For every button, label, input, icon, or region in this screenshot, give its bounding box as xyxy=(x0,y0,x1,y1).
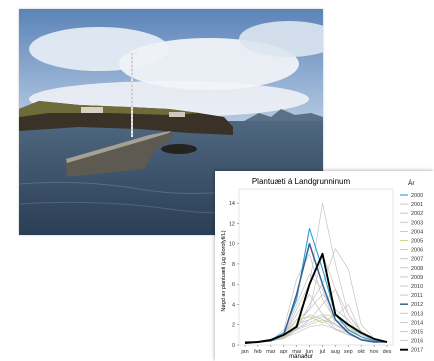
x-tick-label: mai xyxy=(292,349,301,355)
x-tick-label: jan xyxy=(240,349,248,355)
chart-panel: Plantuæti á Landgrunninum Nøgd av plantu… xyxy=(215,171,434,361)
y-axis-label: Nøgd av plantuæti (µg klorofyll/L) xyxy=(221,230,227,311)
x-tick-label: apr xyxy=(280,349,288,355)
x-tick-label: feb xyxy=(254,349,262,355)
axes: 0 2 4 6 8 10 12 14 jan feb mar apr mai jun jul aug sep ok… xyxy=(229,201,392,355)
x-tick-label: nov xyxy=(370,349,379,355)
y-tick-label: 0 xyxy=(232,343,235,349)
series-line-2008 xyxy=(245,273,388,343)
legend-label: 2007 xyxy=(411,257,423,263)
chart-title: Plantuæti á Landgrunninum xyxy=(252,177,351,186)
x-tick-label: aug xyxy=(331,349,340,355)
plot-area xyxy=(238,188,394,346)
series-line-2003 xyxy=(245,202,388,343)
breakwater-rocks xyxy=(161,144,197,154)
x-tick-label: mar xyxy=(266,349,276,355)
legend-label: 2016 xyxy=(411,339,423,345)
phytoplankton-chart: Plantuæti á Landgrunninum Nøgd av plantu… xyxy=(221,177,423,360)
legend-label: 2011 xyxy=(411,293,423,299)
legend-label: 2008 xyxy=(411,266,423,272)
legend-label: 2014 xyxy=(411,320,423,326)
y-tick-label: 10 xyxy=(229,242,235,248)
cloud xyxy=(239,21,323,57)
legend-label: 2010 xyxy=(411,284,423,290)
series-line-2015 xyxy=(245,324,388,343)
legend-label: 2009 xyxy=(411,275,423,281)
legend: 2000 2001 2002 2003 2004 2005 2006 2007 2008 2009… xyxy=(400,193,423,354)
y-tick-label: 4 xyxy=(232,302,235,308)
building xyxy=(169,112,185,117)
legend-label: 2012 xyxy=(411,302,423,308)
x-tick-label: jul xyxy=(319,349,326,355)
x-axis-label: mánaður xyxy=(289,353,313,360)
legend-label: 2001 xyxy=(411,202,423,208)
series-layer xyxy=(244,202,388,344)
grassy-slope xyxy=(19,101,199,117)
series-line-2017 xyxy=(244,252,388,344)
legend-label: 2017 xyxy=(411,348,423,354)
legend-label: 2005 xyxy=(411,239,423,245)
y-tick-label: 8 xyxy=(232,262,235,268)
legend-label: 2013 xyxy=(411,311,423,317)
pier xyxy=(66,131,174,177)
building xyxy=(81,107,103,113)
legend-label: 2002 xyxy=(411,211,423,217)
y-tick-label: 2 xyxy=(232,323,235,329)
y-tick-label: 14 xyxy=(229,201,235,207)
legend-label: 2004 xyxy=(411,229,423,235)
legend-label: 2006 xyxy=(411,248,423,254)
x-tick-label: des xyxy=(383,349,392,355)
legend-label: 2000 xyxy=(411,193,423,199)
legend-label: 2015 xyxy=(411,330,423,336)
x-tick-label: okt xyxy=(358,349,366,355)
legend-label: 2003 xyxy=(411,220,423,226)
y-tick-label: 6 xyxy=(232,282,235,288)
x-tick-label: jun xyxy=(305,349,313,355)
x-tick-label: sep xyxy=(344,349,353,355)
legend-title: Ár xyxy=(408,178,415,187)
series-line-2012 xyxy=(245,242,387,343)
y-tick-label: 12 xyxy=(229,221,235,227)
pier-top xyxy=(66,131,171,163)
